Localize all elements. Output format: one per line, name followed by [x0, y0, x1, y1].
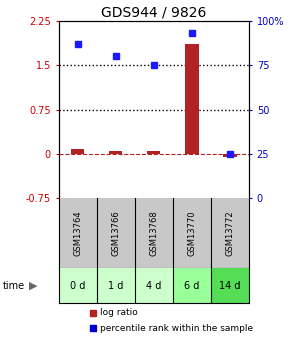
Bar: [71, 149, 84, 154]
Text: GSM13772: GSM13772: [226, 210, 234, 256]
Text: percentile rank within the sample: percentile rank within the sample: [100, 324, 254, 333]
Text: 0 d: 0 d: [70, 281, 85, 291]
Text: GSM13768: GSM13768: [149, 210, 158, 256]
Text: ▶: ▶: [29, 281, 38, 291]
Bar: [135, 268, 173, 303]
Text: 4 d: 4 d: [146, 281, 161, 291]
Text: time: time: [3, 281, 25, 291]
Bar: [59, 198, 97, 268]
Text: GSM13766: GSM13766: [111, 210, 120, 256]
Bar: [59, 268, 97, 303]
Bar: [211, 198, 249, 268]
Bar: [173, 268, 211, 303]
Bar: [223, 154, 237, 157]
Bar: [147, 151, 161, 154]
Bar: [173, 198, 211, 268]
Bar: [97, 268, 135, 303]
Text: log ratio: log ratio: [100, 308, 138, 317]
Text: 6 d: 6 d: [184, 281, 200, 291]
Bar: [185, 45, 199, 154]
Text: 1 d: 1 d: [108, 281, 123, 291]
Bar: [97, 198, 135, 268]
Bar: [211, 268, 249, 303]
Text: GSM13770: GSM13770: [188, 210, 196, 256]
Bar: [109, 151, 122, 154]
Title: GDS944 / 9826: GDS944 / 9826: [101, 6, 207, 20]
Bar: [135, 198, 173, 268]
Text: GSM13764: GSM13764: [73, 210, 82, 256]
Text: 14 d: 14 d: [219, 281, 241, 291]
